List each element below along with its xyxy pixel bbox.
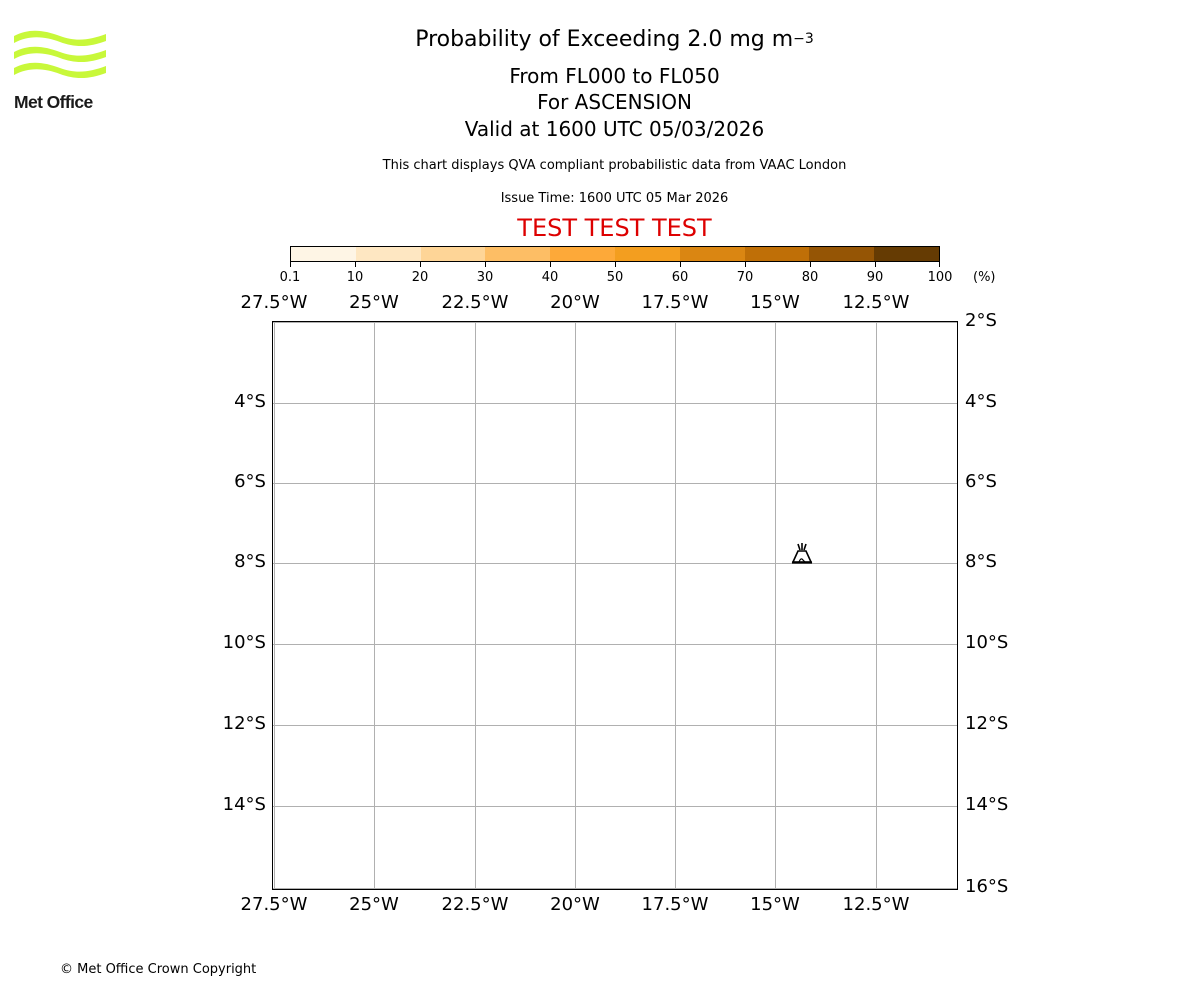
longitude-gridline [274,322,275,889]
latitude-label: 10°S [965,632,1009,653]
longitude-label: 25°W [349,894,399,915]
longitude-gridline [876,322,877,889]
latitude-gridline [273,806,957,807]
latitude-gridline [273,888,957,889]
colorbar-segment [550,247,615,261]
colorbar-segment [614,247,680,261]
longitude-gridline [775,322,776,889]
colorbar-tick-label: 0.1 [279,270,301,285]
colorbar-tick [939,262,940,267]
longitude-label: 17.5°W [641,894,709,915]
colorbar-tick [875,262,876,267]
colorbar-segment [744,247,810,261]
latitude-label: 14°S [222,794,266,815]
colorbar-tick [550,262,551,267]
longitude-label: 17.5°W [641,292,709,313]
waves-icon [14,30,106,79]
latitude-label: 6°S [965,471,997,492]
colorbar-tick-label: 20 [411,270,429,285]
latitude-gridline [273,403,957,404]
title-main: Probability of Exceeding 2.0 mg m [415,27,794,52]
colorbar-tick [615,262,616,267]
met-office-logo: Met Office [14,30,110,112]
description: This chart displays QVA compliant probab… [382,158,847,173]
latitude-gridline [273,644,957,645]
test-banner: TEST TEST TEST [517,214,712,242]
colorbar-tick-label: 80 [801,270,819,285]
latitude-label: 12°S [965,713,1009,734]
longitude-label: 12.5°W [842,292,910,313]
colorbar-unit: (%) [973,270,996,285]
longitude-label: 20°W [550,894,600,915]
colorbar-tick [745,262,746,267]
latitude-label: 10°S [222,632,266,653]
issue-time: Issue Time: 1600 UTC 05 Mar 2026 [500,191,729,206]
latitude-gridline [273,725,957,726]
longitude-gridline [475,322,476,889]
latitude-label: 14°S [965,794,1009,815]
colorbar-tick [290,262,291,267]
latitude-label: 4°S [965,391,997,412]
latitude-label: 8°S [234,551,266,572]
colorbar-tick-label: 90 [866,270,884,285]
longitude-label: 27.5°W [240,292,308,313]
colorbar-tick [485,262,486,267]
longitude-label: 15°W [750,894,800,915]
latitude-label: 6°S [234,471,266,492]
colorbar-tick [810,262,811,267]
latitude-label: 2°S [965,310,997,331]
colorbar-segment [420,247,486,261]
level-range: From FL000 to FL050 [509,64,720,88]
latitude-gridline [273,563,957,564]
latitude-label: 8°S [965,551,997,572]
colorbar-segment [291,247,356,261]
colorbar-tick-label: 100 [927,270,953,285]
longitude-label: 15°W [750,292,800,313]
longitude-gridline [374,322,375,889]
colorbar-segment [485,247,551,261]
colorbar-tick-label: 10 [346,270,364,285]
copyright: © Met Office Crown Copyright [60,962,257,977]
longitude-label: 22.5°W [441,292,509,313]
colorbar-segment [355,247,421,261]
longitude-label: 25°W [349,292,399,313]
latitude-label: 4°S [234,391,266,412]
logo-text: Met Office [14,92,93,112]
colorbar-tick [355,262,356,267]
colorbar-tick [680,262,681,267]
longitude-label: 20°W [550,292,600,313]
colorbar-segment [874,247,939,261]
colorbar [290,246,940,262]
valid-time: Valid at 1600 UTC 05/03/2026 [464,117,765,141]
longitude-label: 22.5°W [441,894,509,915]
chart-title: Probability of Exceeding 2.0 mg m−3 [0,27,1200,52]
volcano-icon [790,543,814,565]
colorbar-tick-label: 50 [606,270,624,285]
latitude-gridline [273,483,957,484]
longitude-label: 27.5°W [240,894,308,915]
colorbar-segment [679,247,745,261]
latitude-gridline [273,322,957,323]
location: For ASCENSION [537,90,692,114]
title-superscript: −3 [793,31,814,47]
colorbar-tick-label: 70 [736,270,754,285]
colorbar-tick [420,262,421,267]
longitude-label: 12.5°W [842,894,910,915]
map-area[interactable] [272,321,958,890]
latitude-label: 16°S [965,876,1009,897]
colorbar-tick-label: 60 [671,270,689,285]
colorbar-segment [809,247,875,261]
latitude-label: 12°S [222,713,266,734]
longitude-gridline [675,322,676,889]
colorbar-tick-label: 30 [476,270,494,285]
colorbar-tick-label: 40 [541,270,559,285]
longitude-gridline [575,322,576,889]
